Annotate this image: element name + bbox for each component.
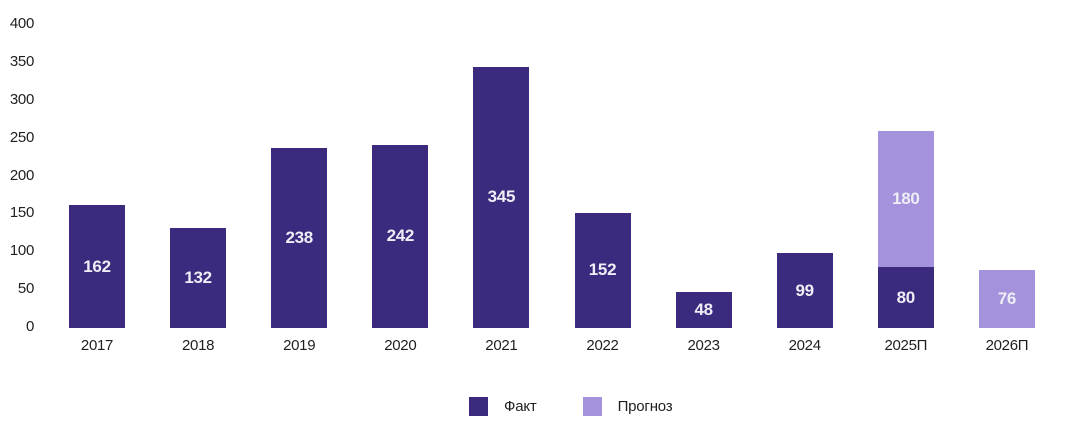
bar-value-label: 48 bbox=[694, 299, 713, 319]
x-axis-label-2018: 2018 bbox=[182, 337, 215, 354]
bar-value-label: 242 bbox=[386, 226, 415, 246]
x-axis-label-2021: 2021 bbox=[485, 337, 518, 354]
x-axis-label-2019: 2019 bbox=[283, 337, 316, 354]
y-axis-tick: 300 bbox=[9, 90, 34, 108]
y-axis-tick: 150 bbox=[9, 204, 34, 222]
bar-segment-2025П-Прогноз: 180 bbox=[877, 131, 934, 268]
bar-segment-2020-Факт: 242 bbox=[372, 144, 429, 328]
bar-value-label: 132 bbox=[184, 268, 212, 287]
legend-label-fact: Факт bbox=[504, 398, 537, 415]
x-axis-label-2026П: 2026П bbox=[985, 337, 1029, 354]
bar-value-label: 162 bbox=[83, 256, 111, 276]
y-axis-tick: 350 bbox=[9, 52, 34, 70]
bar-segment-2022-Факт: 152 bbox=[574, 212, 631, 328]
x-axis-label-2020: 2020 bbox=[384, 337, 417, 354]
bar-value-label: 345 bbox=[487, 187, 516, 207]
bar-value-label: 76 bbox=[997, 289, 1017, 309]
y-axis-tick: 250 bbox=[9, 128, 34, 146]
bar-value-label: 180 bbox=[892, 189, 920, 209]
bar-segment-2019-Факт: 238 bbox=[271, 147, 328, 328]
bar-segment-2018-Факт: 132 bbox=[170, 228, 227, 328]
x-axis-label-2022: 2022 bbox=[586, 337, 619, 354]
bar-value-label: 80 bbox=[896, 287, 916, 307]
x-axis-label-2024: 2024 bbox=[788, 337, 821, 354]
y-axis-tick: 400 bbox=[9, 15, 34, 32]
legend-label-forecast: Прогноз bbox=[617, 398, 673, 415]
bar-segment-2023-Факт: 48 bbox=[675, 291, 732, 328]
x-axis-label-2025П: 2025П bbox=[884, 337, 928, 354]
bar-segment-2026П-Прогноз: 76 bbox=[978, 270, 1035, 328]
y-axis-tick: 100 bbox=[9, 242, 34, 260]
y-axis-tick: 50 bbox=[17, 280, 34, 298]
legend-item-forecast: Прогноз bbox=[582, 397, 673, 416]
bar-value-label: 238 bbox=[285, 227, 313, 247]
bar-segment-2021-Факт: 345 bbox=[473, 66, 530, 328]
x-axis-label-2017: 2017 bbox=[80, 337, 114, 354]
y-axis-tick: 0 bbox=[25, 318, 34, 335]
legend: Факт Прогноз bbox=[469, 397, 673, 416]
bar-segment-2017-Факт: 162 bbox=[69, 205, 125, 328]
bar-value-label: 99 bbox=[795, 280, 815, 300]
bar-segment-2024-Факт: 99 bbox=[776, 253, 833, 328]
fact-swatch-icon bbox=[469, 397, 488, 416]
x-axis-label-2023: 2023 bbox=[687, 337, 720, 354]
forecast-swatch-icon bbox=[582, 397, 602, 416]
bar-segment-2025П-Факт: 80 bbox=[877, 267, 934, 328]
legend-item-fact: Факт bbox=[469, 397, 537, 416]
bar-value-label: 152 bbox=[588, 260, 617, 280]
y-axis-tick: 200 bbox=[9, 166, 34, 184]
